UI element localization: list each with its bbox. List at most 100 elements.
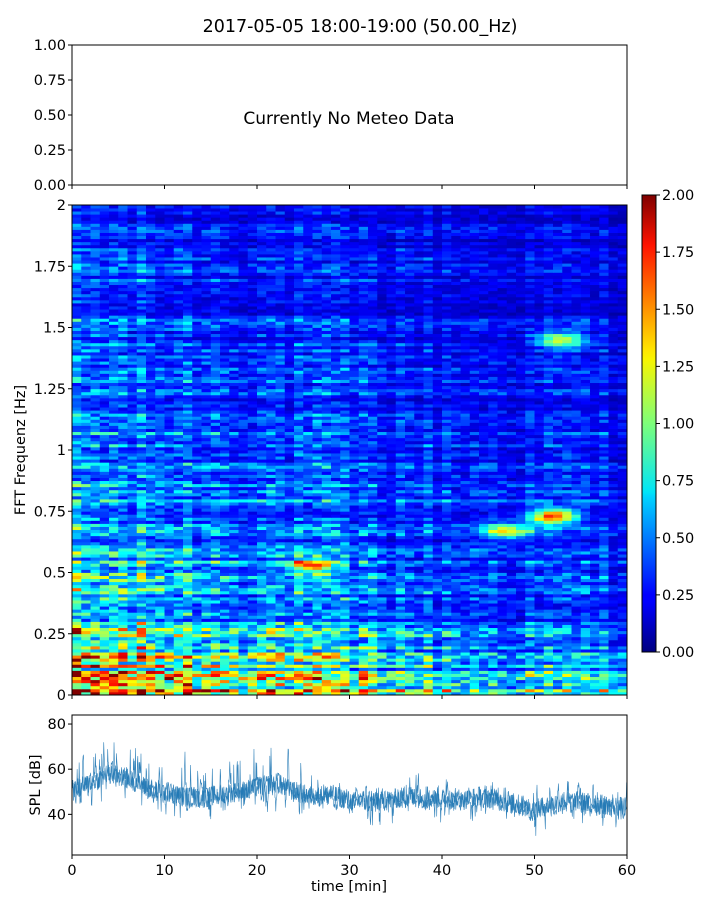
spectrogram-cell [72, 462, 82, 466]
spectrogram-cell [451, 636, 461, 641]
spectrogram-cell [590, 511, 600, 515]
spectrogram-cell [553, 688, 563, 693]
spectrogram-cell [590, 505, 600, 509]
spectrogram-cell [183, 465, 193, 469]
spectrogram-cell [146, 483, 156, 488]
spectrogram-cell [386, 453, 397, 457]
spectrogram-cell [109, 600, 119, 604]
spectrogram-cell [516, 495, 526, 500]
spectrogram-cell [210, 670, 221, 674]
spectrogram-cell [543, 587, 554, 592]
spectrogram-cell [405, 535, 415, 540]
spectrogram-cell [617, 541, 628, 546]
spectrogram-cell [303, 682, 313, 687]
spectrogram-cell [432, 688, 443, 693]
spectrogram-cell [220, 652, 230, 656]
spectrogram-cell [497, 649, 508, 653]
spectrogram-cell [451, 639, 461, 644]
spectrogram-cell [331, 554, 341, 558]
spectrogram-cell [358, 606, 369, 610]
spectrogram-cell [303, 544, 313, 549]
spectrogram-cell [331, 587, 341, 592]
spectrogram-cell [192, 511, 202, 515]
spectrogram-cell [90, 508, 101, 512]
spectrogram-cell [608, 646, 619, 650]
spectrogram-cell [303, 468, 313, 472]
spectrogram-cell [192, 600, 202, 604]
spectrogram-cell [460, 569, 471, 573]
spectrogram-cell [303, 541, 313, 546]
spectrogram-cell [99, 541, 110, 546]
spectrogram-cell [340, 667, 350, 671]
spectrogram-cell [479, 517, 489, 521]
spectrogram-cell [553, 603, 563, 607]
spectrogram-cell [155, 590, 165, 595]
spectrogram-cell [608, 471, 619, 475]
spectrogram-cell [275, 477, 286, 482]
spectrogram-cell [127, 569, 138, 573]
spectrogram-cell [127, 486, 138, 491]
spectrogram-cell [377, 597, 387, 601]
spectrogram-cell [377, 480, 387, 485]
spectrogram-cell [220, 499, 230, 503]
spectrogram-cell [451, 670, 461, 674]
spectrogram-cell [368, 456, 378, 460]
spectrogram-cell [386, 511, 397, 515]
spectrogram-cell [90, 440, 101, 445]
spectrogram-cell [377, 492, 387, 497]
spectrogram-cell [118, 633, 128, 638]
spectrogram-cell [238, 578, 249, 583]
spectrogram-cell [155, 495, 165, 500]
spectrogram-cell [284, 578, 295, 583]
spectrogram-cell [451, 621, 461, 625]
spectrogram-cell [553, 673, 563, 678]
spectrogram-cell [109, 584, 119, 589]
spectrogram-cell [229, 593, 239, 598]
spectrogram-cell [220, 642, 230, 647]
spectrogram-cell [386, 495, 397, 500]
spectrogram-cell [183, 443, 193, 448]
spectrogram-cell [479, 486, 489, 491]
spectrogram-cell [395, 603, 406, 607]
spectrogram-cell [164, 646, 175, 650]
spectrogram-cell [210, 462, 221, 466]
spectrogram-cell [562, 655, 572, 659]
spectrogram-cell [118, 544, 128, 549]
spectrogram-cell [617, 502, 628, 506]
spectrogram-cell [368, 575, 378, 580]
spectrogram-cell [173, 517, 184, 521]
spectrogram-cell [386, 649, 397, 653]
spectrogram-cell [183, 557, 193, 561]
spectrogram-cell [229, 615, 239, 619]
spectrogram-cell [229, 664, 239, 668]
spectrogram-cell [257, 557, 267, 561]
spectrogram-cell [284, 560, 295, 564]
spectrogram-cell [312, 658, 323, 662]
spectrogram-cell [386, 642, 397, 647]
spectrogram-cell [99, 606, 110, 610]
spectrogram-cell [386, 624, 397, 629]
spectrogram-cell [543, 529, 554, 534]
spectrogram-cell [617, 572, 628, 576]
spectrogram-cell [617, 450, 628, 454]
spectrogram-cell [81, 486, 91, 491]
spectrogram-cell [414, 688, 424, 693]
spectrogram-cell [155, 606, 165, 610]
spectrogram-cell [72, 532, 82, 537]
spectrogram-cell [432, 483, 443, 488]
spectrogram-cell [386, 685, 397, 690]
spectrogram-cell [608, 523, 619, 527]
spectrogram-cell [109, 578, 119, 583]
spectrogram-cell [210, 471, 221, 475]
spectrogram-cell [294, 492, 304, 497]
spectrogram-cell [81, 511, 91, 515]
spectrogram-cell [127, 480, 138, 485]
spectrogram-cell [451, 526, 461, 531]
spectrogram-cell [127, 456, 138, 460]
spectrogram-cell [331, 502, 341, 506]
spectrogram-cell [423, 544, 434, 549]
spectrogram-cell [210, 627, 221, 632]
spectrogram-cell [331, 685, 341, 690]
spectrogram-cell [229, 456, 239, 460]
spectrogram-cell [525, 624, 535, 629]
